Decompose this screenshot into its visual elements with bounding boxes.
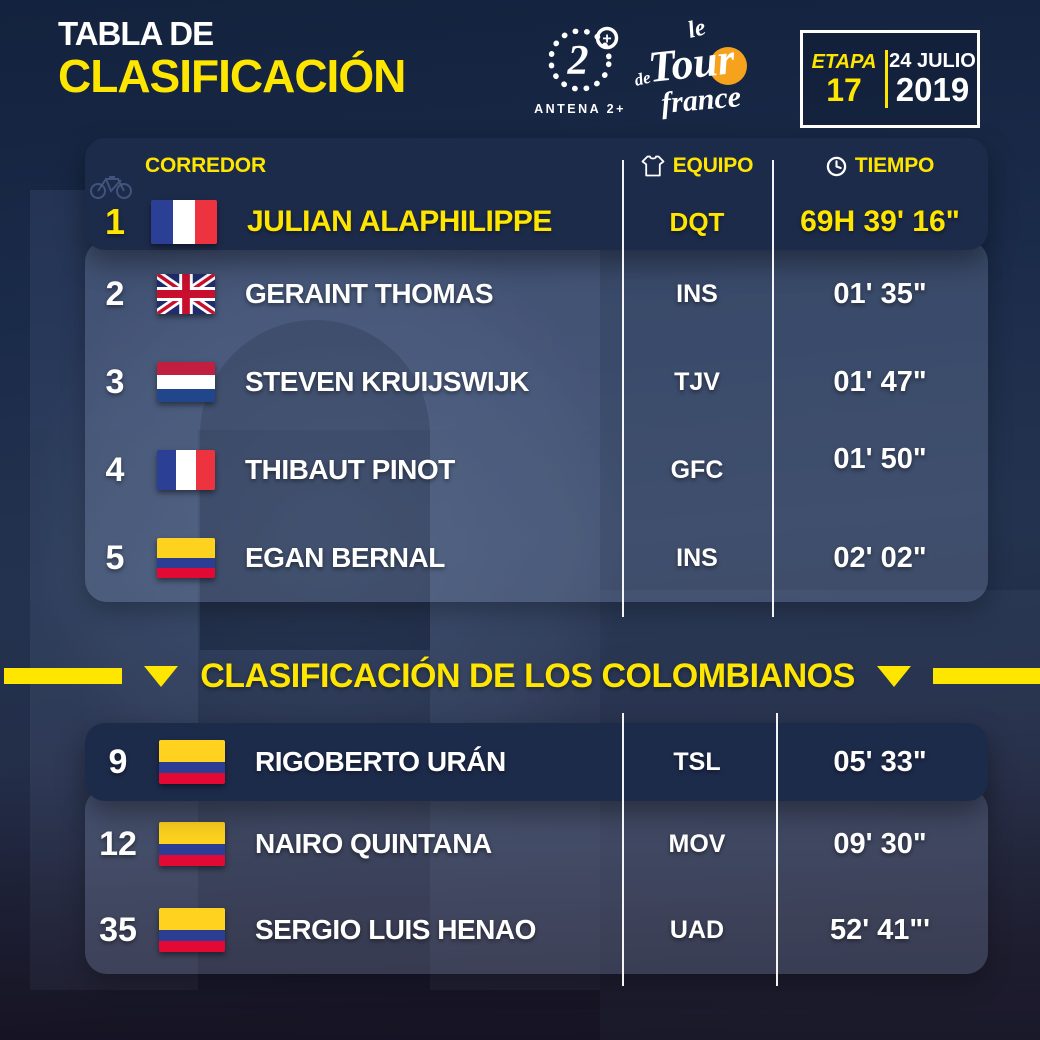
clock-icon: [826, 156, 847, 176]
yellow-bar: [932, 668, 1040, 684]
tour-logo-france: france: [660, 80, 743, 120]
antena2-logo: 2 + ANTENA 2+: [530, 20, 640, 125]
tour-logo-de: de: [632, 67, 653, 89]
team-code: MOV: [668, 829, 726, 858]
time-total: 69H 39' 16": [800, 205, 960, 238]
rank: 4: [105, 450, 125, 489]
stage-label: ETAPA: [811, 50, 877, 73]
antena-plus: +: [602, 31, 611, 48]
column-header-team-label: EQUIPO: [672, 154, 754, 177]
team-code: INS: [676, 279, 718, 308]
triangle-down-icon: [876, 665, 911, 687]
column-header-team: EQUIPO: [622, 154, 772, 178]
rider-name: EGAN BERNAL: [245, 542, 445, 573]
antena-digit: 2: [567, 38, 589, 84]
team-code: DQT: [669, 206, 725, 237]
rank: 12: [99, 824, 137, 863]
team-code: INS: [676, 543, 718, 572]
team-code: TSL: [673, 747, 721, 776]
page-title: TABLA DE CLASIFICACIÓN: [58, 15, 406, 102]
colombians-section-header: CLASIFICACIÓN DE LOS COLOMBIANOS: [4, 652, 1040, 700]
stage-date-line1: 24 JULIO: [889, 50, 976, 73]
column-divider: [622, 160, 624, 617]
gc-table-body: 2 GERAINT THOMAS INS 01' 35" 3 STEVEN KR…: [85, 240, 988, 602]
rank: 35: [99, 910, 137, 949]
stage-date-block: 24 JULIO 2019: [888, 50, 977, 108]
rider-name: THIBAUT PINOT: [245, 454, 455, 485]
flag-icon: [157, 450, 215, 490]
plus-badge-icon: [595, 26, 619, 50]
column-header-time: TIEMPO: [772, 154, 988, 178]
stage-badge: ETAPA 17 24 JULIO 2019: [800, 30, 980, 128]
colombians-table-top: 9 RIGOBERTO URÁN TSL 05' 33": [85, 723, 988, 801]
bicycle-icon: [90, 176, 132, 199]
stage-number: 17: [826, 71, 862, 108]
team-code: UAD: [669, 915, 725, 944]
stage-divider: [885, 50, 888, 108]
rank: 3: [105, 362, 125, 401]
table-row: 12 NAIRO QUINTANA MOV 09' 30": [85, 801, 988, 887]
column-header-rider: CORREDOR: [145, 154, 266, 177]
stage-number-block: ETAPA 17: [803, 51, 885, 108]
rider-name: GERAINT THOMAS: [245, 278, 494, 309]
team-code: TJV: [674, 367, 720, 396]
flag-icon: [159, 908, 225, 952]
time-gap: 05' 33": [833, 745, 927, 778]
time-gap: 09' 30": [833, 827, 927, 860]
gc-table-header-panel: CORREDOR EQUIPO TIEMPO 1: [85, 138, 988, 250]
rider-name: RIGOBERTO URÁN: [255, 746, 506, 777]
table-header-row: CORREDOR EQUIPO TIEMPO: [85, 138, 988, 194]
tour-logo-tour: Tour: [646, 34, 738, 92]
time-gap: 01' 50": [833, 442, 927, 475]
table-row: 4 THIBAUT PINOT GFC 01' 50": [85, 426, 988, 514]
flag-icon: [157, 538, 215, 578]
time-gap: 02' 02": [833, 541, 927, 574]
tour-de-france-logo: le Tour de france: [628, 10, 773, 127]
dotted-ring-icon: [548, 28, 612, 92]
rider-name: JULIAN ALAPHILIPPE: [247, 205, 552, 238]
column-header-time-label: TIEMPO: [854, 154, 935, 177]
tour-logo-le: le: [685, 14, 708, 44]
flag-icon: [159, 822, 225, 866]
flag-icon: [157, 274, 215, 314]
table-row: 3 STEVEN KRUIJSWIJK TJV 01' 47": [85, 338, 988, 426]
flag-icon: [151, 200, 217, 244]
rank: 1: [104, 201, 126, 242]
wheel-icon: [709, 47, 747, 85]
rank: 9: [108, 742, 128, 781]
antena-label: ANTENA 2+: [534, 102, 626, 116]
rider-name: SERGIO LUIS HENAO: [255, 914, 536, 945]
flag-icon: [157, 362, 215, 402]
table-row: 5 EGAN BERNAL INS 02' 02": [85, 514, 988, 602]
column-divider: [772, 160, 774, 617]
flag-icon: [159, 740, 225, 784]
table-row-leader: 1 JULIAN ALAPHILIPPE DQT 69H 39' 16": [85, 194, 988, 250]
table-row: 9 RIGOBERTO URÁN TSL 05' 33": [85, 723, 988, 801]
rider-name: STEVEN KRUIJSWIJK: [245, 366, 530, 397]
page-title-line1: TABLA DE: [58, 15, 214, 52]
rank: 5: [105, 538, 125, 577]
rider-name: NAIRO QUINTANA: [255, 828, 492, 859]
time-gap: 01' 47": [833, 365, 927, 398]
time-gap: 52' 41"': [829, 913, 931, 946]
table-row: 35 SERGIO LUIS HENAO UAD 52' 41"': [85, 887, 988, 973]
rank: 2: [105, 274, 125, 313]
column-divider: [776, 713, 778, 986]
colombians-table-body: 12 NAIRO QUINTANA MOV 09' 30" 35 SERGIO …: [85, 788, 988, 974]
jersey-icon: [641, 155, 665, 177]
section-title: CLASIFICACIÓN DE LOS COLOMBIANOS: [200, 656, 855, 695]
team-code: GFC: [670, 455, 724, 484]
yellow-bar: [4, 668, 123, 684]
time-gap: 01' 35": [833, 277, 927, 310]
stage-date-line2: 2019: [895, 71, 970, 109]
table-row: 2 GERAINT THOMAS INS 01' 35": [85, 250, 988, 338]
triangle-down-icon: [144, 665, 179, 687]
column-divider: [622, 713, 624, 986]
page-title-line2: CLASIFICACIÓN: [58, 49, 406, 102]
